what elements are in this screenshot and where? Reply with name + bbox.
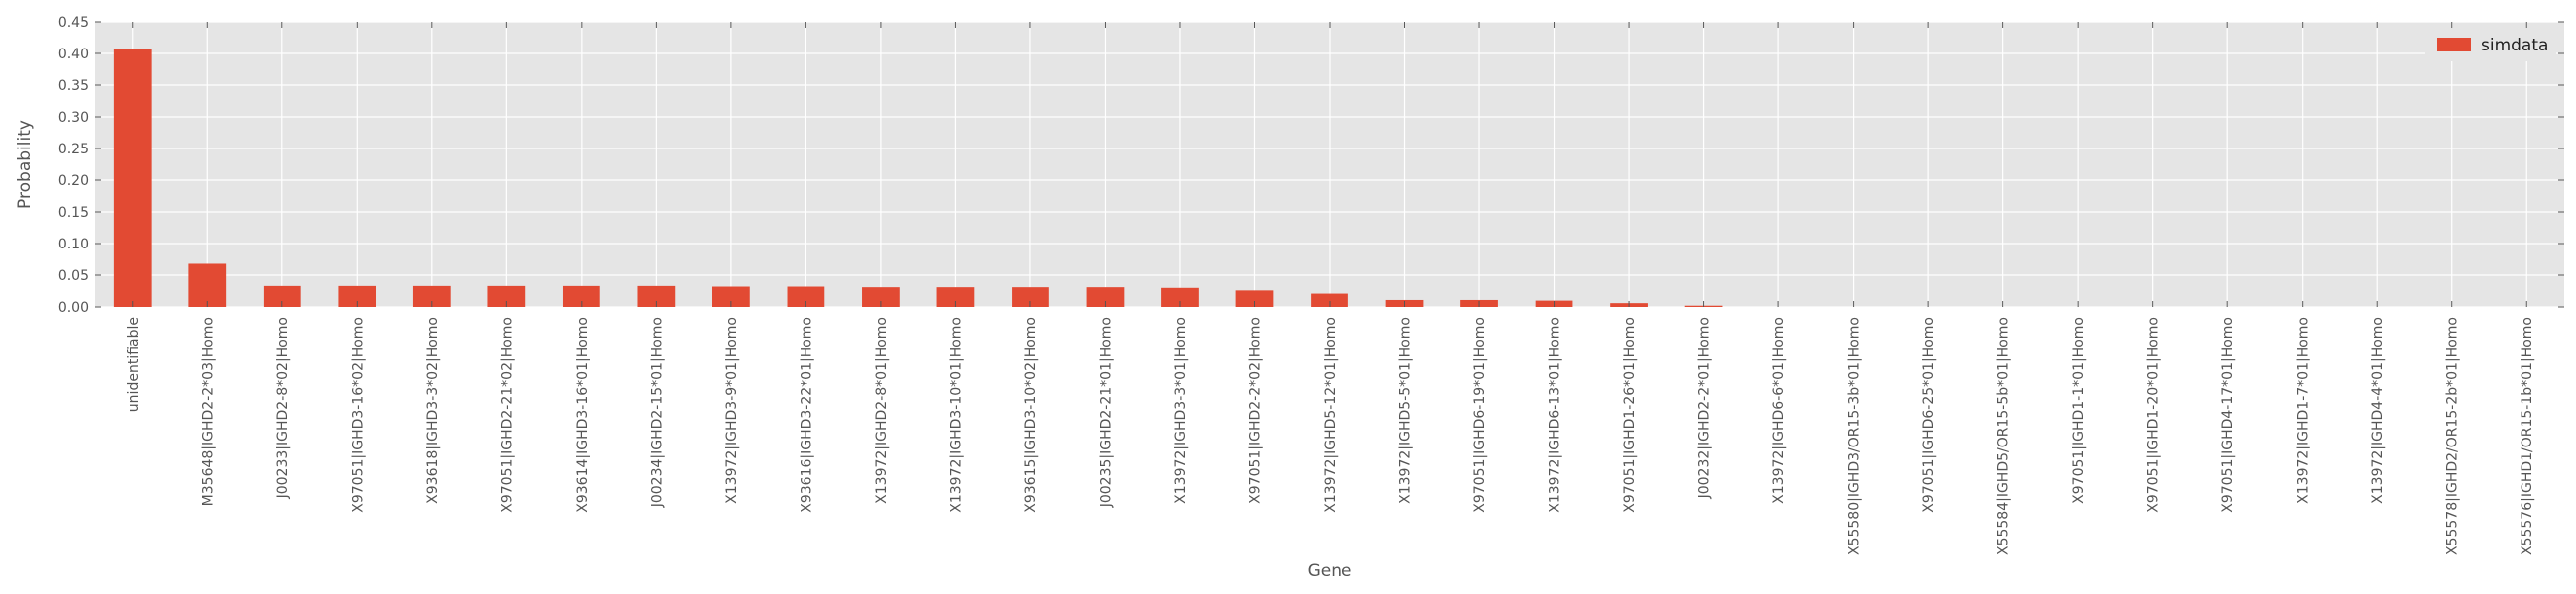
bar	[712, 286, 750, 307]
bar	[562, 285, 600, 307]
x-tick-label: X13972|IGHD3-9*01|Homo	[724, 317, 740, 504]
bar	[1086, 287, 1125, 307]
legend-label: simdata	[2481, 36, 2548, 55]
y-tick-label: 0.30	[58, 110, 89, 126]
y-tick-label: 0.40	[58, 47, 89, 62]
x-tick-label: X13972|IGHD3-3*01|Homo	[1173, 317, 1189, 504]
x-tick-label: J00235|IGHD2-21*01|Homo	[1098, 317, 1114, 508]
bar	[487, 285, 526, 307]
x-tick-label: J00233|IGHD2-8*02|Homo	[275, 317, 291, 499]
x-tick-label: X13972|IGHD3-10*01|Homo	[948, 317, 964, 513]
x-tick-label: X55578|IGHD2/OR15-2b*01|Homo	[2445, 317, 2461, 555]
y-tick-label: 0.00	[58, 300, 89, 316]
bar	[936, 287, 975, 307]
x-tick-label: X13972|IGHD4-4*01|Homo	[2370, 317, 2386, 504]
bar	[1161, 287, 1199, 307]
x-tick-label: X97051|IGHD3-16*02|Homo	[350, 317, 366, 513]
y-tick-label: 0.15	[58, 205, 89, 221]
y-tick-label: 0.45	[58, 15, 89, 31]
x-tick-label: X97051|IGHD4-17*01|Homo	[2220, 317, 2236, 513]
x-tick-label: J00232|IGHD2-2*01|Homo	[1697, 317, 1713, 499]
legend-swatch	[2437, 38, 2471, 51]
x-axis-ticks: unidentifiable M35648|IGHD2-2*03|Homo J002…	[126, 22, 2535, 555]
x-tick-label: X97051|IGHD2-2*02|Homo	[1247, 317, 1263, 504]
x-tick-label: M35648|IGHD2-2*03|Homo	[200, 317, 216, 506]
x-axis-label: Gene	[1308, 561, 1352, 581]
bar	[113, 49, 152, 308]
bars	[113, 49, 1723, 308]
x-tick-label: X97051|IGHD1-26*01|Homo	[1622, 317, 1638, 513]
y-axis-ticks: 0.00 0.05 0.10 0.15 0.20 0.25 0.30 0.35 0.40 0.45	[58, 15, 2564, 316]
y-tick-label: 0.05	[58, 268, 89, 284]
bar	[263, 285, 301, 307]
x-tick-label: X13972|IGHD6-6*01|Homo	[1771, 317, 1787, 504]
x-tick-label: X97051|IGHD6-25*01|Homo	[1921, 317, 1937, 513]
bar	[637, 285, 676, 307]
y-tick-label: 0.35	[58, 78, 89, 94]
x-tick-label: X55576|IGHD1/OR15-1b*01|Homo	[2520, 317, 2535, 555]
x-tick-label: X97051|IGHD6-19*01|Homo	[1472, 317, 1488, 513]
y-axis-label: Probability	[15, 120, 35, 209]
bar	[1012, 287, 1049, 307]
x-tick-label: X93618|IGHD3-3*02|Homo	[425, 317, 441, 504]
x-tick-label: X13972|IGHD1-7*01|Homo	[2296, 317, 2311, 504]
x-tick-label: X93615|IGHD3-10*02|Homo	[1023, 317, 1039, 513]
x-tick-label: X97051|IGHD1-1*01|Homo	[2071, 317, 2087, 504]
bar	[1235, 290, 1274, 307]
x-tick-label: X55580|IGHD3/OR15-3b*01|Homo	[1847, 317, 1863, 555]
bar	[787, 286, 825, 307]
x-tick-label: unidentifiable	[126, 317, 142, 412]
x-tick-label: X13972|IGHD5-5*01|Homo	[1398, 317, 1414, 504]
x-tick-label: X13972|IGHD6-13*01|Homo	[1548, 317, 1563, 513]
x-tick-label: X55584|IGHD5/OR15-5b*01|Homo	[1996, 317, 2012, 555]
x-tick-label: X93614|IGHD3-16*01|Homo	[575, 317, 590, 513]
x-tick-label: X97051|IGHD2-21*02|Homo	[499, 317, 515, 513]
x-tick-label: X13972|IGHD2-8*01|Homo	[874, 317, 890, 504]
y-tick-label: 0.25	[58, 142, 89, 157]
bar	[412, 285, 451, 307]
x-tick-label: X97051|IGHD1-20*01|Homo	[2146, 317, 2162, 513]
x-tick-label: X93616|IGHD3-22*01|Homo	[799, 317, 814, 513]
x-tick-label: J00234|IGHD2-15*01|Homo	[649, 317, 665, 508]
legend: simdata	[2425, 28, 2556, 61]
y-tick-label: 0.20	[58, 173, 89, 189]
bar	[188, 263, 227, 307]
bar	[1311, 293, 1348, 307]
y-tick-label: 0.10	[58, 237, 89, 252]
bar	[862, 287, 900, 307]
x-tick-label: X13972|IGHD5-12*01|Homo	[1323, 317, 1339, 513]
bar	[338, 285, 376, 307]
